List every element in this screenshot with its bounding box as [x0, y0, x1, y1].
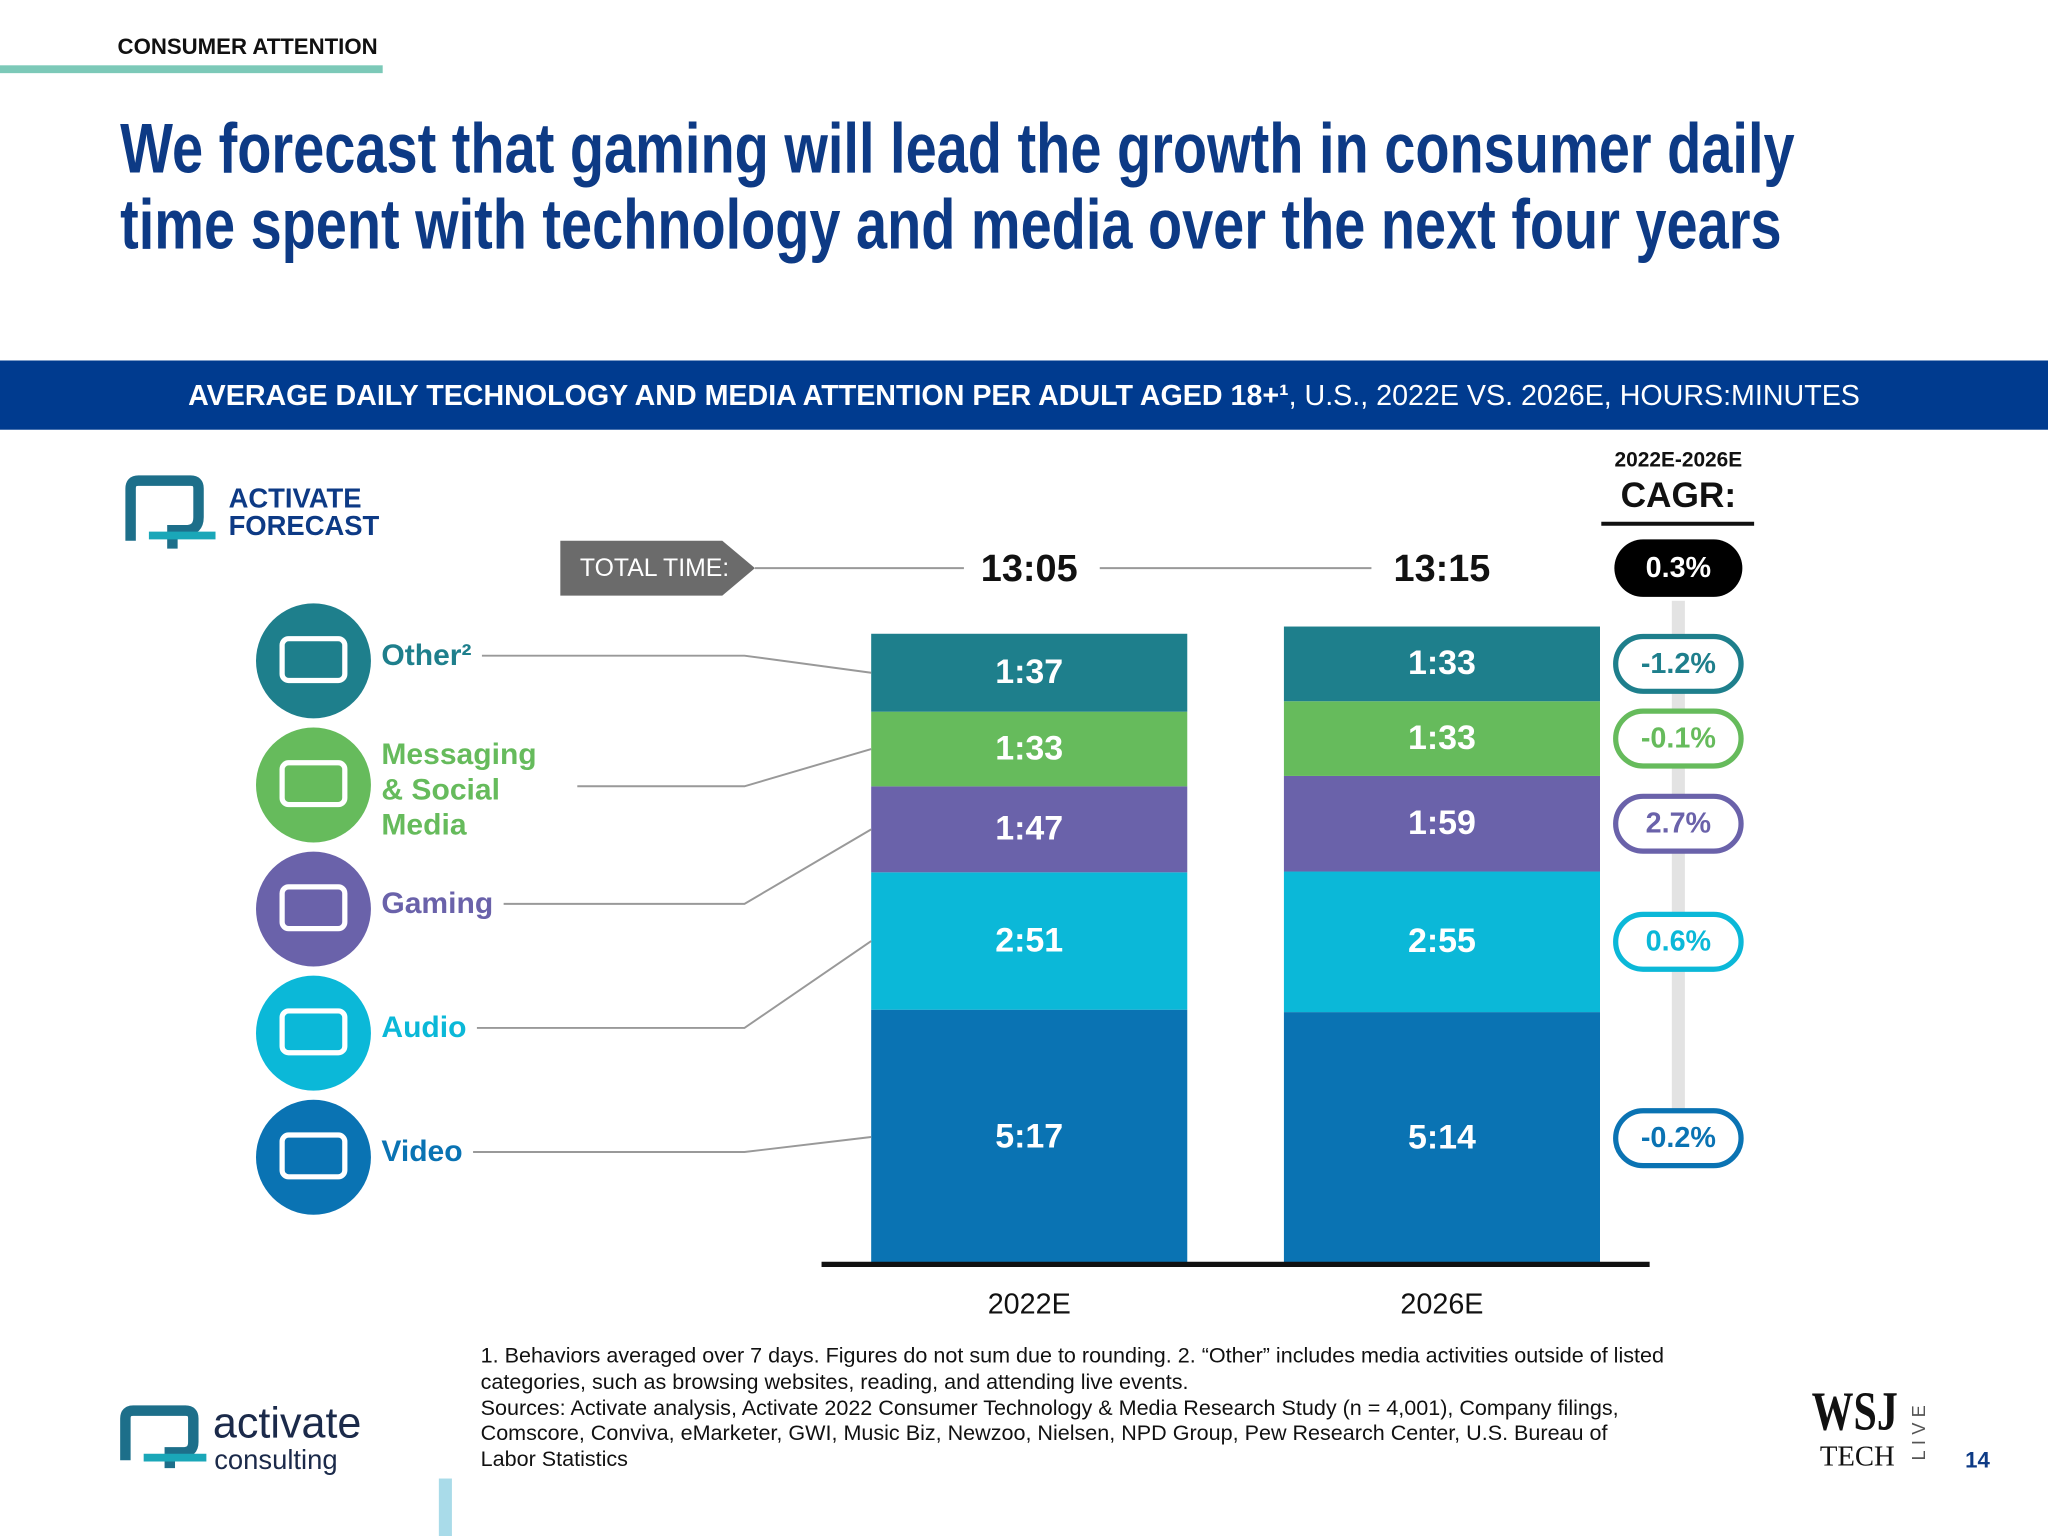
- bar-segment: [871, 711, 1188, 787]
- total-label: 13:05: [981, 548, 1078, 590]
- footnote-line: categories, such as browsing websites, r…: [481, 1369, 1189, 1394]
- total-label: 13:15: [1394, 548, 1491, 590]
- legend-label-box: Messaging & Social Media(includes social…: [381, 736, 537, 842]
- forecast-logo: [125, 475, 216, 549]
- legend-glyph: [279, 636, 348, 684]
- bar-value-label: 5:17: [995, 1117, 1063, 1155]
- cagr-total-pill: [1614, 539, 1743, 597]
- footnote-line: 1. Behaviors averaged over 7 days. Figur…: [481, 1343, 1664, 1368]
- partner-sub: TECH: [1820, 1441, 1895, 1473]
- cagr-pill: [1613, 708, 1744, 769]
- banner-rest: , U.S., 2022E VS. 2026E, HOURS:MINUTES: [1289, 380, 1860, 412]
- banner: [0, 360, 2048, 430]
- cagr-pill: [1613, 1108, 1744, 1169]
- total-tag-text: TOTAL TIME:: [580, 555, 729, 582]
- logo-text: ACTIVATE: [229, 482, 362, 513]
- bar-value-label: 1:33: [1408, 644, 1476, 682]
- chart: 5:17 2:51 1:47 1:33 1:37 2022E 13:05 5:14 2:55 1:…: [256, 539, 1744, 1321]
- legend-icon: [256, 975, 371, 1091]
- leader-line: [476, 940, 872, 1029]
- bar-segment: [871, 786, 1188, 873]
- footnote-line: Labor Statistics: [481, 1446, 628, 1471]
- legend-icon: [256, 851, 371, 967]
- page-number: 14: [1965, 1447, 1990, 1472]
- leader-line: [473, 1136, 872, 1153]
- bar-segment: [1283, 1012, 1600, 1265]
- bar-segment: [1283, 775, 1600, 872]
- legend-icon: [256, 1099, 371, 1215]
- x-tick-label: 2022E: [988, 1289, 1071, 1321]
- x-tick-label: 2026E: [1400, 1289, 1483, 1321]
- brand-logo: [120, 1405, 207, 1469]
- bar-value-label: 1:47: [995, 810, 1063, 848]
- leader-line: [503, 828, 872, 905]
- bar-segment: [871, 872, 1188, 1010]
- cagr-title: CAGR:: [1621, 476, 1737, 515]
- legend-icon: [256, 603, 371, 719]
- footnotes: 1. Behaviors averaged over 7 days. Figur…: [481, 1343, 1664, 1471]
- legend-glyph: [279, 1132, 348, 1180]
- legend-glyph: [279, 760, 348, 808]
- section-underline: [0, 65, 383, 74]
- banner-text: AVERAGE DAILY TECHNOLOGY AND MEDIA ATTEN…: [188, 380, 1860, 412]
- logo-text: FORECAST: [229, 510, 380, 541]
- title-line: We forecast that gaming will lead the gr…: [120, 109, 1794, 188]
- cagr-label: -0.1%: [1641, 722, 1716, 754]
- bar-segment: [871, 1009, 1188, 1265]
- brand-sub: consulting: [214, 1444, 337, 1475]
- legend-label: Video: [381, 1135, 462, 1168]
- cagr-pill: [1613, 911, 1744, 972]
- bar-segment: [1283, 871, 1600, 1013]
- legend-label: Gaming: [381, 887, 493, 920]
- footnote-line: Sources: Activate analysis, Activate 202…: [481, 1395, 1619, 1420]
- legend-glyph: [279, 1008, 348, 1056]
- banner-bold: AVERAGE DAILY TECHNOLOGY AND MEDIA ATTEN…: [188, 380, 1289, 412]
- cagr-label: -0.2%: [1641, 1122, 1716, 1154]
- bar-value-label: 1:37: [995, 653, 1063, 691]
- bar-value-label: 2:55: [1408, 922, 1476, 960]
- bar-segment: [1283, 701, 1600, 776]
- cagr-period: 2022E-2026E: [1615, 449, 1743, 472]
- legend-label: Other²: [381, 639, 471, 672]
- leader-line: [481, 654, 872, 674]
- bar-value-label: 5:14: [1408, 1118, 1476, 1156]
- cagr-pill: [1613, 633, 1744, 694]
- cagr-label: -1.2%: [1641, 648, 1716, 680]
- section-label: CONSUMER ATTENTION: [118, 34, 378, 59]
- partner-logo: WSJ: [1812, 1381, 1898, 1442]
- leader-line: [577, 748, 872, 788]
- total-tag: [560, 540, 755, 596]
- legend-icon: [256, 727, 371, 843]
- bar-segment: [871, 633, 1188, 712]
- cagr-label: 2.7%: [1646, 808, 1711, 840]
- partner-live: LIVE: [1908, 1400, 1929, 1461]
- cagr-pill: [1613, 793, 1744, 854]
- legend-label: Audio: [381, 1011, 466, 1044]
- bar-value-label: 1:59: [1408, 804, 1476, 842]
- bar-segment: [1283, 626, 1600, 702]
- legend-label: Messaging & Social Media: [381, 736, 537, 842]
- title-line: time spent with technology and media ove…: [120, 185, 1781, 264]
- bar-value-label: 1:33: [995, 729, 1063, 767]
- bar-value-label: 2:51: [995, 921, 1063, 959]
- accent-bar: [438, 1478, 452, 1536]
- cagr-label: 0.6%: [1646, 926, 1711, 958]
- legend-glyph: [279, 884, 348, 932]
- footnote-line: Comscore, Conviva, eMarketer, GWI, Music…: [481, 1420, 1609, 1445]
- cagr-total-label: 0.3%: [1646, 552, 1711, 584]
- brand-name: activate: [213, 1400, 362, 1448]
- bar-value-label: 1:33: [1408, 719, 1476, 757]
